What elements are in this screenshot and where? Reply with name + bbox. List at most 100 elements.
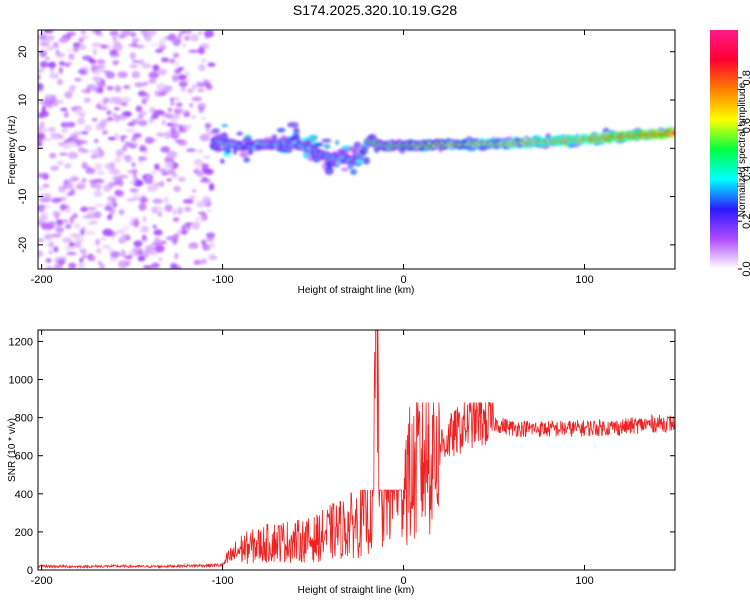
spectrogram-noise-blob [201, 165, 210, 171]
spectrogram-tone-blob [362, 156, 370, 165]
spectrogram-tone-blob [351, 148, 358, 157]
spectrogram-noise-blob [128, 141, 140, 147]
spectrogram-noise-blob [102, 97, 107, 105]
spectrogram-noise-blob [170, 101, 175, 106]
spectrogram-noise-blob [138, 93, 148, 97]
spectrogram-noise-blob [38, 73, 41, 81]
spectrogram-noise-blob [129, 180, 137, 184]
spectrogram-noise-blob [205, 83, 213, 91]
spectrogram-noise-blob [167, 107, 173, 112]
spectrogram-noise-blob [102, 184, 112, 193]
spectrogram-noise-blob [209, 242, 216, 248]
spectrogram-noise-blob [38, 33, 48, 41]
spectrogram-noise-blob [61, 128, 68, 134]
spectrogram-noise-blob [198, 64, 206, 72]
spectrogram-noise-blob [58, 66, 63, 74]
spectrogram-noise-blob [99, 263, 105, 269]
spectrogram-tone-blob [323, 143, 331, 150]
spectrogram-noise-blob [180, 85, 186, 93]
spectrogram-noise-blob [60, 107, 68, 112]
spectrogram-noise-blob [200, 58, 208, 63]
spectrogram-noise-blob [100, 79, 106, 84]
spectrogram-noise-blob [137, 255, 146, 262]
spectrogram-y-label: Frequency (Hz) [7, 116, 18, 185]
spectrogram-noise-blob [49, 94, 56, 99]
spectrogram-noise-blob [131, 168, 138, 177]
spectrogram-noise-blob [77, 117, 85, 125]
spectrogram-noise-blob [153, 109, 165, 116]
spectrogram-noise-blob [114, 189, 122, 196]
spectrogram-tone-blob [350, 168, 358, 176]
spectrogram-tone-blob [324, 166, 334, 175]
spectrogram-noise-blob [94, 203, 105, 207]
spectrogram-noise-blob [73, 222, 81, 229]
spectrogram-noise-blob [195, 166, 201, 170]
spectrogram-noise-blob [39, 60, 49, 69]
spectrogram-noise-blob [57, 256, 67, 262]
spectrogram-noise-blob [106, 85, 114, 91]
spectrogram-noise-blob [100, 44, 108, 49]
spectrogram-noise-blob [160, 57, 170, 63]
spectrogram-noise-blob [121, 144, 128, 152]
spectrogram-noise-blob [107, 212, 113, 219]
spectrogram-tone-blob [239, 151, 249, 158]
spectrogram-noise-blob [204, 122, 212, 129]
spectrogram-noise-blob [197, 46, 205, 55]
spectrogram-noise-blob [144, 179, 154, 185]
spectrogram-noise-blob [49, 136, 60, 140]
spectrogram-noise-blob [151, 169, 157, 175]
spectrogram-noise-blob [118, 34, 126, 39]
spectrogram-noise-blob [38, 172, 47, 179]
snr-plot-area [38, 330, 675, 570]
snr-x-label: Height of straight line (km) [298, 585, 415, 596]
spectrogram-noise-blob [83, 97, 91, 103]
spectrogram-noise-blob [52, 41, 60, 49]
spectrogram-noise-blob [98, 32, 104, 37]
spectrogram-noise-blob [185, 148, 197, 152]
spectrogram-noise-blob [70, 188, 76, 196]
spectrogram-noise-blob [191, 221, 200, 230]
spectrogram-noise-blob [143, 81, 149, 86]
spectrogram-noise-blob [148, 78, 157, 84]
spectrogram-noise-blob [93, 178, 103, 183]
spectrogram-noise-blob [148, 251, 159, 256]
spectrogram-noise-blob [132, 133, 142, 138]
spectrogram-noise-blob [197, 102, 206, 110]
spectrogram-noise-blob [83, 140, 88, 144]
spectrogram-tone-blob [236, 131, 243, 136]
spectrogram-noise-blob [106, 110, 112, 116]
spectrogram-noise-blob [66, 121, 76, 128]
snr-frame [37, 329, 676, 571]
spectrogram-noise-blob [139, 195, 147, 203]
spectrogram-noise-blob [80, 206, 89, 212]
colorbar-gradient [710, 30, 738, 269]
spectrogram-noise-blob [152, 198, 163, 204]
spectrogram-noise-blob [116, 229, 124, 235]
spectrogram-noise-blob [161, 119, 167, 126]
spectrogram-noise-blob [131, 70, 141, 79]
spectrogram-noise-blob [80, 30, 87, 35]
spectrogram-noise-blob [42, 184, 50, 188]
spectrogram-noise-blob [94, 162, 103, 171]
spectrogram-noise-blob [38, 204, 46, 213]
spectrogram-noise-blob [120, 249, 126, 258]
spectrogram-noise-blob [69, 174, 79, 183]
colorbar-tick-label: 0.4 [741, 166, 750, 181]
spectrogram-noise-blob [69, 134, 79, 138]
spectrogram-noise-blob [156, 132, 165, 137]
spectrogram-noise-blob [68, 262, 77, 269]
spectrogram-noise-blob [117, 114, 128, 121]
spectrogram-noise-blob [186, 88, 194, 93]
spectrogram-noise-blob [117, 260, 129, 269]
spectrogram-noise-blob [169, 58, 176, 64]
spectrogram-noise-blob [91, 42, 102, 48]
spectrogram-noise-blob [145, 244, 155, 253]
spectrogram-noise-blob [81, 55, 93, 61]
spectrogram-noise-blob [204, 30, 214, 38]
spectrogram-noise-blob [188, 195, 196, 200]
spectrogram-noise-blob [93, 211, 102, 219]
spectrogram-noise-blob [166, 178, 172, 182]
spectrogram-noise-blob [102, 129, 108, 135]
spectrogram-noise-blob [106, 116, 114, 122]
